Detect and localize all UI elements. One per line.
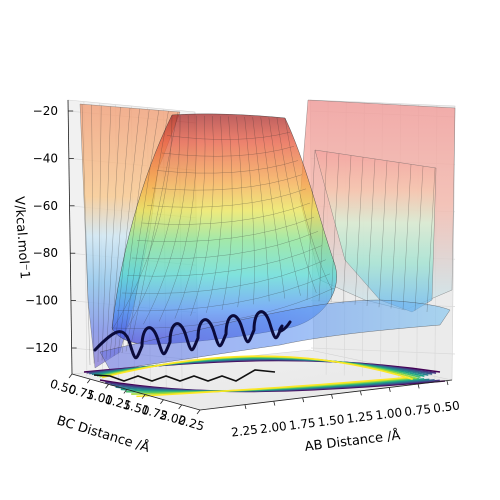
mesh-line xyxy=(111,287,335,329)
x-axis-label: AB Distance /Å xyxy=(304,427,402,455)
mesh-line xyxy=(318,151,328,302)
grid-line xyxy=(310,347,456,355)
potential-energy-surface xyxy=(79,99,456,371)
z-ticks: −20 −40 −60 −80 −100 −120 xyxy=(25,104,77,355)
surface-mesh xyxy=(81,103,436,366)
mesh-line xyxy=(121,110,159,354)
mesh-line xyxy=(276,117,317,293)
mesh-line xyxy=(127,115,181,328)
x-ticks: 2.25 2.00 1.75 1.50 1.25 1.00 0.75 0.50 xyxy=(230,380,461,440)
trajectory xyxy=(93,310,292,382)
mesh-line xyxy=(366,158,376,307)
mesh-line xyxy=(244,116,255,305)
x-tick-label: 1.75 xyxy=(288,416,316,433)
trajectory-floor-projection xyxy=(93,369,276,382)
mesh-line xyxy=(161,146,295,157)
y-axis-line xyxy=(71,373,201,411)
mesh-line xyxy=(260,117,286,299)
x-axis-line xyxy=(199,379,453,411)
y-tick-mark xyxy=(160,399,164,404)
mesh-line xyxy=(268,117,301,296)
z-tick-label: −60 xyxy=(33,199,58,213)
x-tick-label: 1.50 xyxy=(317,412,345,429)
mesh-line xyxy=(141,202,311,225)
mesh-line xyxy=(402,164,412,310)
mesh-line xyxy=(113,108,140,357)
mesh-line xyxy=(109,107,131,358)
mesh-line xyxy=(116,273,331,312)
y-tick-mark xyxy=(123,389,128,394)
mesh-line xyxy=(151,174,303,191)
floor-contours xyxy=(83,355,446,398)
y-tick-label: 2.25 xyxy=(176,413,206,434)
mesh-line xyxy=(378,160,388,308)
axes-lines xyxy=(67,99,453,411)
y-tick-mark xyxy=(105,384,109,389)
mesh-line xyxy=(414,166,424,311)
mesh-line xyxy=(105,107,121,360)
mesh-line xyxy=(190,116,214,316)
mesh-line xyxy=(126,245,323,277)
x-tick-mark xyxy=(331,394,333,399)
mesh-line xyxy=(236,116,243,308)
mesh-line xyxy=(174,115,206,319)
x-tick-mark xyxy=(273,401,276,406)
mesh-line xyxy=(252,117,270,302)
mesh-line xyxy=(354,157,364,305)
mesh-line xyxy=(125,111,169,352)
mesh-line xyxy=(101,106,111,361)
mesh-line xyxy=(426,167,436,313)
mesh-line xyxy=(81,103,91,366)
mesh-line xyxy=(390,162,400,309)
mesh-line xyxy=(111,114,173,331)
mesh-line xyxy=(284,117,333,291)
mesh-line xyxy=(121,259,327,294)
x-tick-label: 0.50 xyxy=(432,398,460,415)
mesh-line xyxy=(136,217,315,242)
contour-line xyxy=(102,355,413,398)
mesh-line xyxy=(129,111,179,351)
z-tick-label: −80 xyxy=(33,246,58,260)
mesh-line xyxy=(143,115,189,325)
trajectory-path xyxy=(93,310,292,360)
x-tick-mark xyxy=(244,404,247,410)
y-axis-label: BC Distance /Å xyxy=(55,412,152,455)
mesh-line xyxy=(221,116,233,311)
mesh-line xyxy=(156,160,299,174)
z-tick-label: −120 xyxy=(25,341,58,355)
mesh-line xyxy=(166,131,291,140)
y-tick-mark xyxy=(86,378,91,384)
z-tick-label: −100 xyxy=(25,294,58,308)
y-tick-mark xyxy=(68,373,73,379)
mesh-line xyxy=(306,149,316,301)
y-tick-mark xyxy=(178,404,183,410)
y-tick-mark xyxy=(196,409,201,415)
x-tick-label: 0.75 xyxy=(404,402,432,419)
x-tick-label: 2.00 xyxy=(259,419,287,436)
x-tick-mark xyxy=(446,380,449,386)
z-axis-line xyxy=(67,99,73,375)
mesh-line xyxy=(117,109,150,355)
mesh-line xyxy=(330,153,340,303)
x-tick-label: 2.25 xyxy=(230,422,258,439)
x-tick-mark xyxy=(417,384,420,389)
x-tick-label: 1.00 xyxy=(375,405,403,422)
y-tick-mark xyxy=(141,394,146,399)
mesh-line xyxy=(158,115,197,322)
mesh-line xyxy=(206,116,223,313)
z-tick-label: −20 xyxy=(33,104,58,118)
z-axis-label: V/kcal.mol⁻1 xyxy=(11,196,32,280)
x-tick-mark xyxy=(302,398,305,403)
mesh-line xyxy=(91,104,95,364)
mesh-line xyxy=(131,231,319,260)
mesh-line xyxy=(342,155,352,304)
x-tick-label: 1.25 xyxy=(346,409,374,426)
mesh-line xyxy=(146,188,307,208)
z-tick-label: −40 xyxy=(33,151,58,165)
x-tick-mark xyxy=(388,387,391,392)
mesh-line xyxy=(97,105,102,363)
x-tick-mark xyxy=(360,391,362,396)
